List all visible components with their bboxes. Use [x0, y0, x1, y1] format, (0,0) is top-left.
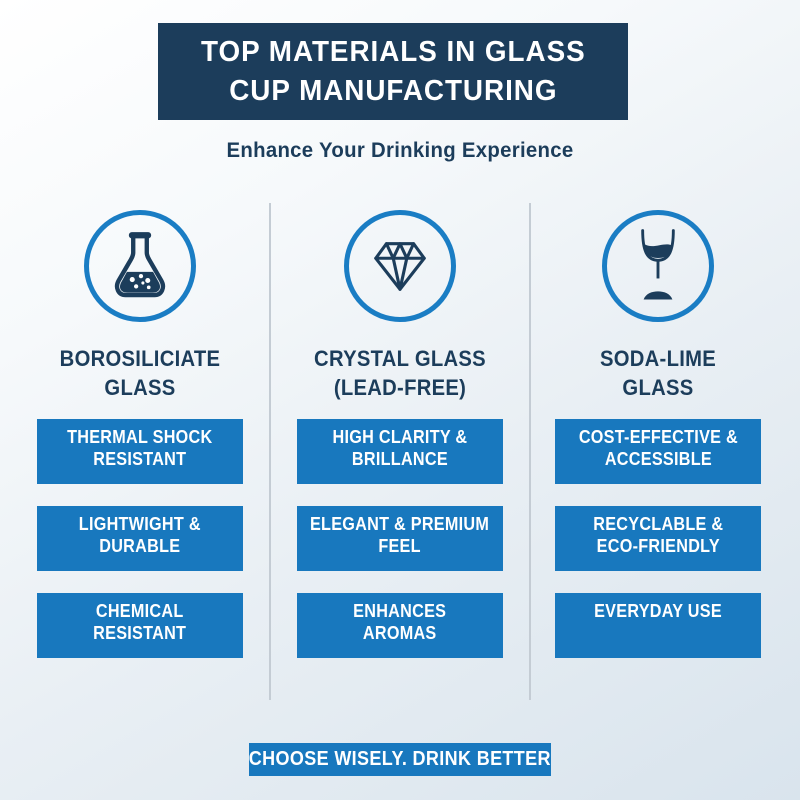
- header-banner: TOP MATERIALS IN GLASS CUP MANUFACTURING: [158, 23, 628, 120]
- feature-badge-label: LIGHTWIGHT & DURABLE: [78, 514, 202, 556]
- column-divider-left: [269, 203, 271, 700]
- feature-badge-label: ENHANCES AROMAS: [353, 601, 447, 643]
- feature-badge-label: HIGH CLARITY & BRILLANCE: [332, 427, 468, 469]
- diamond-icon: [374, 242, 426, 291]
- flask-icon: [114, 232, 166, 298]
- page-title: TOP MATERIALS IN GLASS CUP MANUFACTURING: [200, 35, 586, 107]
- feature-badge: RECYCLABLE & ECO-FRIENDLY: [555, 506, 761, 571]
- badge-list: HIGH CLARITY & BRILLANCE ELEGANT & PREMI…: [297, 419, 503, 658]
- flask-icon-circle: [84, 210, 196, 322]
- badge-list: THERMAL SHOCK RESISTANT LIGHTWIGHT & DUR…: [37, 419, 243, 658]
- column-title: SODA-LIME GLASS: [599, 346, 717, 400]
- column-divider-right: [529, 203, 531, 700]
- column-crystal-glass: CRYSTAL GLASS (LEAD-FREE) HIGH CLARITY &…: [294, 200, 506, 658]
- feature-badge-label: ELEGANT & PREMIUM FEEL: [310, 514, 490, 556]
- feature-badge-label: EVERYDAY USE: [594, 601, 722, 621]
- wine-glass-icon-circle: [602, 210, 714, 322]
- feature-badge: COST-EFFECTIVE & ACCESSIBLE: [555, 419, 761, 484]
- feature-badge-label: CHEMICAL RESISTANT: [93, 601, 187, 643]
- feature-badge: CHEMICAL RESISTANT: [37, 593, 243, 658]
- column-title: BOROSILICIATE GLASS: [59, 346, 221, 400]
- wine-glass-icon: [641, 229, 675, 300]
- column-borosiliciate-glass: BOROSILICIATE GLASS THERMAL SHOCK RESIST…: [34, 200, 246, 658]
- feature-badge: ENHANCES AROMAS: [297, 593, 503, 658]
- footer-label: CHOOSE WISELY. DRINK BETTER: [248, 748, 552, 770]
- feature-badge-label: THERMAL SHOCK RESISTANT: [67, 427, 213, 469]
- feature-badge: LIGHTWIGHT & DURABLE: [37, 506, 243, 571]
- badge-list: COST-EFFECTIVE & ACCESSIBLE RECYCLABLE &…: [555, 419, 761, 658]
- column-title: CRYSTAL GLASS (LEAD-FREE): [314, 346, 486, 400]
- column-soda-lime-glass: SODA-LIME GLASS COST-EFFECTIVE & ACCESSI…: [552, 200, 764, 658]
- feature-badge: HIGH CLARITY & BRILLANCE: [297, 419, 503, 484]
- diamond-icon-circle: [344, 210, 456, 322]
- feature-badge-label: COST-EFFECTIVE & ACCESSIBLE: [578, 427, 738, 469]
- subtitle: Enhance Your Drinking Experience: [226, 139, 574, 162]
- feature-badge: EVERYDAY USE: [555, 593, 761, 658]
- feature-badge: THERMAL SHOCK RESISTANT: [37, 419, 243, 484]
- feature-badge: ELEGANT & PREMIUM FEEL: [297, 506, 503, 571]
- footer-banner: CHOOSE WISELY. DRINK BETTER: [249, 743, 551, 776]
- feature-badge-label: RECYCLABLE & ECO-FRIENDLY: [592, 514, 724, 556]
